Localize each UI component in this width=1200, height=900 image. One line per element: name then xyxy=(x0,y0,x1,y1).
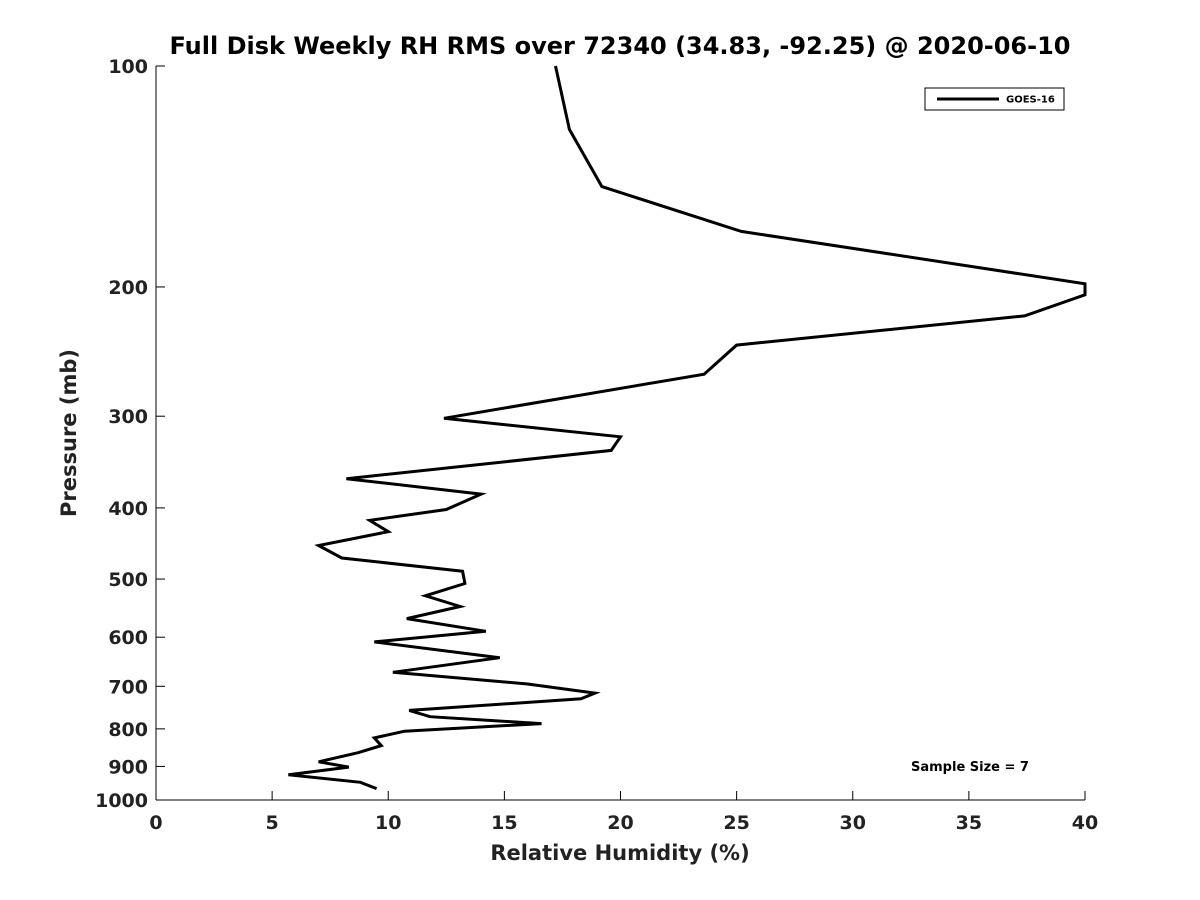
series-layer xyxy=(288,65,1087,790)
y-axis-label: Pressure (mb) xyxy=(57,349,81,517)
legend-label-goes-16: GOES-16 xyxy=(1006,95,1055,106)
x-tick-label: 10 xyxy=(375,812,401,834)
y-tick-label: 900 xyxy=(108,756,148,778)
series-line-goes-16 xyxy=(288,65,1087,790)
x-axis-ticks: 0 5 10 15 20 25 30 35 40 xyxy=(149,791,1098,834)
x-tick-label: 15 xyxy=(491,812,517,834)
x-tick-label: 25 xyxy=(723,812,749,834)
y-tick-label: 300 xyxy=(108,406,148,428)
y-tick-label: 200 xyxy=(108,277,148,299)
sample-size-annotation: Sample Size = 7 xyxy=(911,760,1029,775)
legend: GOES-16 xyxy=(924,87,1065,111)
y-tick-label: 700 xyxy=(108,676,148,698)
x-tick-label: 20 xyxy=(607,812,633,834)
y-tick-label: 1000 xyxy=(95,790,148,812)
chart-title: Full Disk Weekly RH RMS over 72340 (34.8… xyxy=(169,32,1070,60)
y-axis-ticks: 100 200 300 400 500 600 700 800 900 1000 xyxy=(95,56,165,812)
x-tick-label: 30 xyxy=(840,812,866,834)
x-axis-label: Relative Humidity (%) xyxy=(490,841,749,865)
y-tick-label: 100 xyxy=(108,56,148,78)
x-tick-label: 40 xyxy=(1072,812,1098,834)
y-tick-label: 400 xyxy=(108,498,148,520)
y-tick-label: 800 xyxy=(108,719,148,741)
x-tick-label: 35 xyxy=(956,812,982,834)
y-tick-label: 500 xyxy=(108,569,148,591)
x-tick-label: 0 xyxy=(149,812,162,834)
y-tick-label: 600 xyxy=(108,627,148,649)
x-tick-label: 5 xyxy=(266,812,279,834)
